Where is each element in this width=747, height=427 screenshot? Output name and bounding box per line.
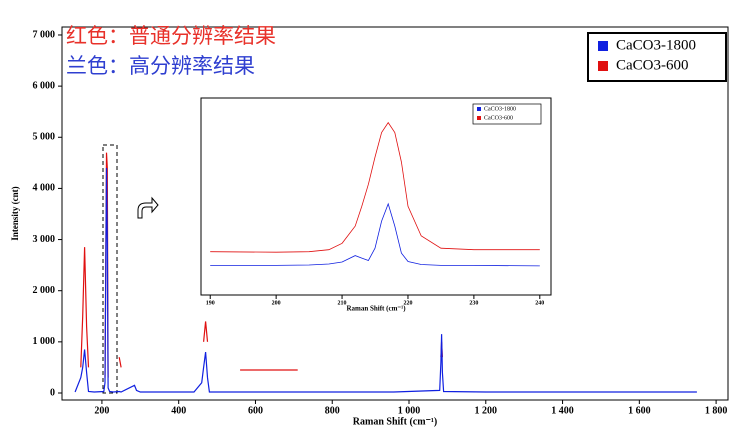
x-tick-label: 1 000: [398, 405, 421, 416]
y-tick-label: 4 000: [33, 183, 56, 194]
series-line: [80, 152, 443, 378]
y-tick-label: 7 000: [33, 29, 56, 40]
legend-label: CaCO3-1800: [484, 106, 516, 112]
x-tick-label: 1 600: [628, 405, 651, 416]
annotation: 兰色：高分辨率结果: [66, 54, 255, 78]
legend-label: CaCO3-1800: [616, 37, 696, 53]
y-axis-label: Intensity (cnt): [10, 186, 20, 240]
x-tick-label: 800: [325, 405, 340, 416]
y-tick-label: 2 000: [33, 285, 56, 296]
x-tick-label: 1 200: [475, 405, 498, 416]
x-tick-label: 200: [272, 300, 281, 306]
legend-swatch: [477, 107, 481, 111]
legend-box: [587, 32, 727, 82]
x-tick-label: 600: [248, 405, 263, 416]
x-tick-label: 190: [206, 300, 215, 306]
plot-frame: [61, 26, 729, 401]
x-tick-label: 240: [535, 300, 544, 306]
x-tick-label: 1 800: [705, 405, 728, 416]
inset-frame: [200, 97, 552, 296]
x-tick-label: 200: [94, 405, 109, 416]
x-tick-label: 1 400: [551, 405, 574, 416]
y-tick-label: 3 000: [33, 234, 56, 245]
series-line: [74, 167, 697, 393]
x-axis-label: Raman Shift (cm⁻¹): [353, 416, 437, 427]
series-line: [210, 202, 540, 267]
x-tick-label: 230: [469, 300, 478, 306]
x-tick-label: 400: [171, 405, 186, 416]
annotation: 红色：普通分辨率结果: [66, 24, 276, 48]
y-tick-label: 1 000: [33, 336, 56, 347]
legend-box: [472, 103, 542, 125]
x-axis-label: Raman Shift (cm⁻¹): [346, 305, 406, 313]
legend-swatch: [598, 61, 608, 71]
legend-swatch: [598, 41, 608, 51]
arrow-icon: [137, 196, 159, 219]
x-tick-label: 220: [403, 300, 412, 306]
y-tick-label: 0: [50, 387, 55, 398]
y-tick-label: 6 000: [33, 80, 56, 91]
series-line: [210, 121, 540, 253]
y-tick-label: 5 000: [33, 132, 56, 143]
legend-label: CaCO3-600: [616, 57, 689, 73]
zoom-box: [102, 144, 118, 394]
legend-swatch: [477, 116, 481, 120]
legend-label: CaCO3-600: [484, 115, 513, 121]
x-tick-label: 210: [338, 300, 347, 306]
